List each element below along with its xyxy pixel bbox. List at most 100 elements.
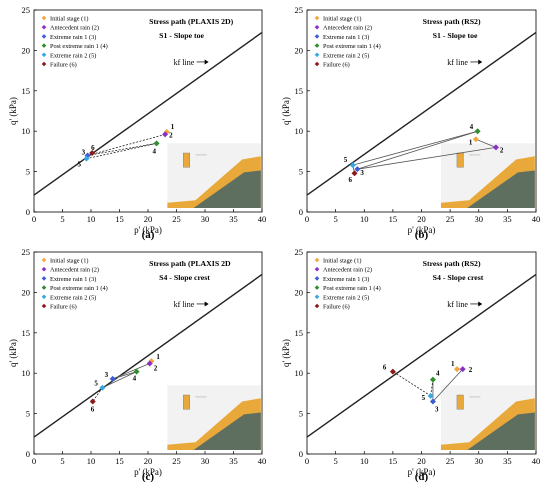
y-axis-title: q' (kPa) [281,97,291,125]
point-label: 3 [105,371,109,379]
kf-line [33,273,263,438]
legend-entry: Post extreme rain 1 (4) [323,43,381,50]
legend-marker [314,24,320,30]
point-3 [429,398,436,405]
legend-marker [41,43,47,48]
x-tick-label: 30 [475,456,484,466]
point-label: 3 [360,169,364,177]
y-tick-label: 20 [295,45,304,55]
x-tick-label: 30 [201,214,210,224]
legend-entry: Failure (6) [323,62,350,69]
x-axis-title: p' (kPa) [134,225,162,235]
legend-entry: Initial stage (1) [323,258,361,265]
y-tick-label: 5 [26,167,30,177]
legend-entry: Post extreme rain 1 (4) [323,285,381,292]
inset-legend-swatch [456,152,464,168]
legend-entry: Failure (6) [323,304,350,311]
x-tick-label: 0 [32,456,36,466]
x-tick-label: 15 [389,456,398,466]
point-1 [472,136,479,143]
legend-marker [314,61,320,67]
kf-arrow-head [204,59,209,65]
legend-marker [314,34,320,39]
legend-marker [41,24,47,30]
stress-path-segment [357,146,496,170]
x-tick-label: 35 [503,456,512,466]
point-label: 3 [435,405,439,413]
legend-entry: Extreme rain 2 (5) [323,52,369,59]
y-tick-label: 25 [22,5,31,15]
point-5 [83,155,90,162]
x-tick-label: 30 [201,456,210,466]
slope-inset-image [167,143,261,208]
x-axis-title: p' (kPa) [408,225,436,235]
legend-entry: Extreme rain 1 (3) [50,276,96,283]
kf-line [306,31,537,196]
y-tick-label: 10 [22,368,31,378]
inset-legend-swatch [183,394,191,410]
x-tick-label: 30 [475,214,484,224]
legend-marker [314,15,320,21]
chart-subtitle: S1 - Slope toe [159,31,204,40]
x-tick-label: 10 [360,214,369,224]
panel-label: (a) [142,229,155,241]
legend-marker [314,266,320,272]
stress-path-segment [92,387,103,402]
point-label: 1 [469,138,473,146]
point-label: 4 [470,123,474,131]
point-4 [474,128,481,135]
y-tick-label: 5 [299,409,303,419]
point-1 [453,366,460,373]
legend-marker [41,34,47,39]
stress-path-segment [357,130,478,170]
y-tick-label: 0 [299,449,303,459]
point-label: 5 [422,394,426,402]
y-tick-label: 10 [295,126,304,136]
x-tick-label: 40 [532,456,541,466]
x-tick-label: 20 [144,214,153,224]
point-2 [459,366,466,373]
legend-entry: Extreme rain 2 (5) [50,294,96,301]
panel-label: (d) [415,471,429,483]
point-label: 4 [153,147,157,155]
point-4 [133,368,140,375]
legend-marker [314,52,320,58]
x-tick-label: 40 [532,214,541,224]
kf-line-label: kf line [174,58,195,67]
point-2 [162,131,169,138]
slope-inset-image [440,143,535,208]
legend-marker [41,303,47,309]
legend-entry: Failure (6) [50,304,77,311]
point-5 [349,162,356,169]
stress-path-segment [86,142,157,160]
inset-bedrock-layer [467,170,535,208]
y-tick-label: 25 [295,5,304,15]
kf-line-label: kf line [174,300,195,309]
chart-subtitle: S4 - Slope crest [159,273,210,282]
kf-arrow-head [478,301,483,307]
x-tick-label: 15 [115,456,124,466]
panel-label: (c) [142,471,155,483]
kf-line [306,273,537,438]
x-tick-label: 35 [229,456,238,466]
x-tick-label: 20 [144,456,153,466]
point-6 [351,170,358,177]
x-axis-title: p' (kPa) [408,467,436,477]
legend-marker [314,303,320,309]
slope-inset-image [440,385,535,450]
stress-path-segment [87,142,157,156]
point-label: 6 [383,364,387,372]
y-tick-label: 15 [22,328,31,338]
legend-marker [314,294,320,300]
point-label: 1 [156,353,160,361]
kf-arrow-head [478,59,483,65]
y-tick-label: 5 [299,167,303,177]
point-4 [429,376,436,383]
panel-label: (b) [415,229,429,241]
stress-path-segment [430,379,434,396]
x-tick-label: 10 [87,456,96,466]
x-tick-label: 15 [389,214,398,224]
